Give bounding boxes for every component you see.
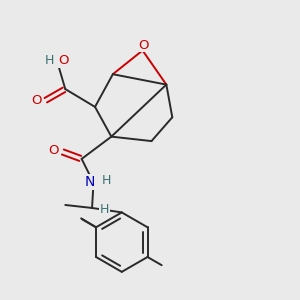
Text: N: N xyxy=(85,175,95,189)
Text: H: H xyxy=(101,174,111,187)
Text: O: O xyxy=(31,94,41,107)
Text: H: H xyxy=(45,54,54,67)
Text: O: O xyxy=(139,39,149,52)
Text: O: O xyxy=(48,144,58,158)
Text: H: H xyxy=(100,203,109,216)
Text: O: O xyxy=(58,54,68,67)
